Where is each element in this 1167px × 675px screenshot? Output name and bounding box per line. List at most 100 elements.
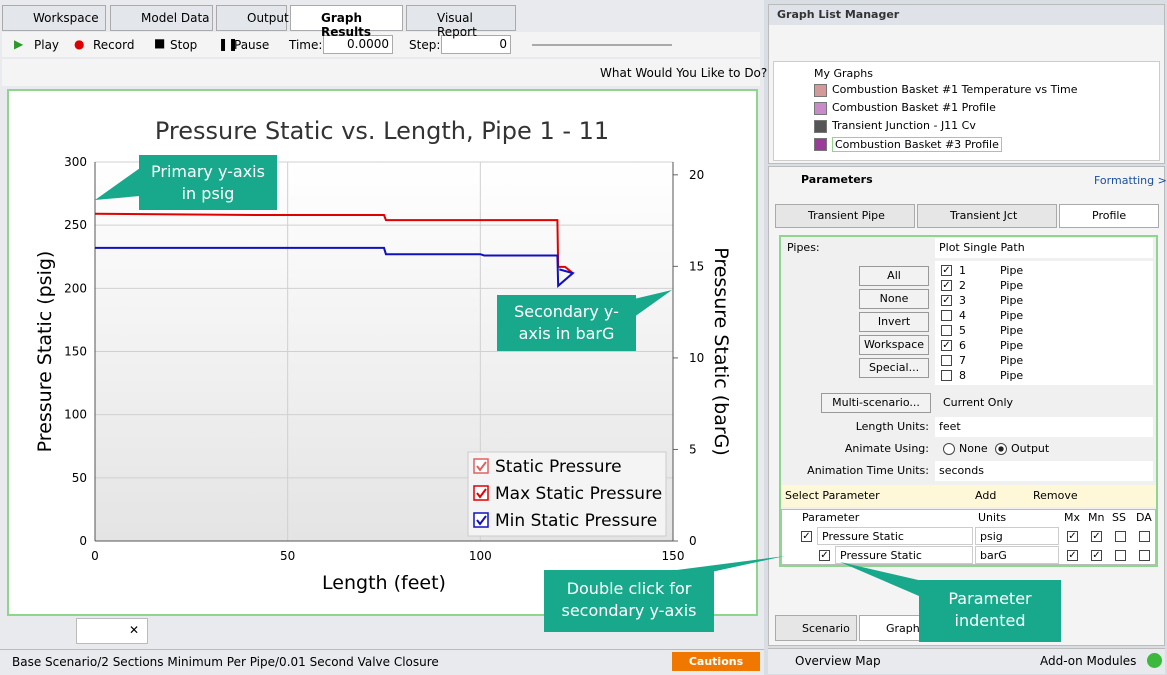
tab[interactable]: Workspace (2, 5, 106, 31)
bottom-tab[interactable]: Scenario (775, 615, 857, 641)
legend-check (476, 461, 487, 472)
pipe-button[interactable]: Invert (859, 312, 929, 332)
panel-title: Parameters (801, 173, 873, 186)
legend-check (476, 488, 487, 499)
play-button[interactable]: Play (34, 38, 60, 52)
step-input[interactable]: 0 (441, 35, 511, 54)
time-units[interactable]: seconds (935, 461, 1153, 481)
tree-root[interactable]: My Graphs (814, 67, 873, 80)
column-header: Mx (1064, 511, 1081, 524)
tab[interactable]: Graph Results (290, 5, 403, 39)
record-button[interactable]: Record (93, 38, 135, 52)
param-tab[interactable]: Profile (1059, 204, 1159, 228)
pipe-checkbox[interactable] (941, 310, 952, 321)
flag-checkbox[interactable] (1139, 550, 1150, 561)
pipe-id: 6 (959, 339, 966, 352)
pipe-type: Pipe (1000, 324, 1024, 337)
tab-label: Graph Results (321, 11, 372, 39)
data-line (95, 246, 575, 288)
pipes-list (935, 261, 1153, 385)
pipe-id: 2 (959, 279, 966, 292)
formatting-link[interactable]: Formatting > (1094, 174, 1167, 187)
tab[interactable]: Output (216, 5, 289, 31)
tree-item[interactable]: Combustion Basket #1 Temperature vs Time (832, 83, 1078, 96)
pipe-button[interactable]: Workspace (859, 335, 929, 355)
param-units[interactable]: psig (975, 527, 1059, 545)
pause-button[interactable]: Pause (234, 38, 270, 52)
pipe-checkbox[interactable]: ✓ (941, 265, 952, 276)
close-icon[interactable]: ✕ (129, 623, 140, 637)
legend-swatch (473, 458, 489, 474)
legend-swatch (473, 485, 489, 501)
tree-item[interactable]: Combustion Basket #3 Profile (832, 137, 1002, 152)
panel-header: Graph List Manager (769, 5, 1164, 25)
overview-map[interactable]: Overview Map (795, 654, 881, 668)
graph-tab[interactable] (76, 618, 148, 644)
flag-checkbox[interactable]: ✓ (1067, 550, 1078, 561)
pipe-checkbox[interactable] (941, 355, 952, 366)
y2-tick-label: 0 (689, 534, 697, 548)
pipe-checkbox[interactable] (941, 325, 952, 336)
tab-label: Visual Report (437, 11, 477, 39)
y2-tick-label: 15 (689, 259, 704, 273)
time-input[interactable]: 0.0000 (323, 35, 393, 54)
time-label: Time: (289, 38, 323, 52)
cautions-badge[interactable]: Cautions Exist (672, 652, 760, 675)
legend: Static Pressure Max Static Pressure Min St… (467, 451, 667, 537)
stop-button[interactable]: Stop (170, 38, 198, 52)
addon-modules[interactable]: Add-on Modules (1040, 654, 1137, 668)
pipe-type: Pipe (1000, 309, 1024, 322)
play-icon: ▶ (14, 37, 24, 51)
tab[interactable]: Model Data (110, 5, 213, 31)
row-checkbox[interactable]: ✓ (819, 550, 830, 561)
tree-item[interactable]: Transient Junction - J11 Cv (832, 119, 976, 132)
tab-label: Output (247, 11, 289, 25)
pipe-checkbox[interactable]: ✓ (941, 340, 952, 351)
column-header: Mn (1088, 511, 1105, 524)
flag-checkbox[interactable]: ✓ (1067, 531, 1078, 542)
tree-item[interactable]: Combustion Basket #1 Profile (832, 101, 996, 114)
legend-label: Static Pressure (495, 457, 622, 477)
tab[interactable]: Visual Report (406, 5, 516, 39)
pipe-checkbox[interactable]: ✓ (941, 280, 952, 291)
pipe-checkbox[interactable]: ✓ (941, 295, 952, 306)
length-units[interactable]: feet (935, 417, 1153, 437)
legend-box (467, 451, 667, 537)
flag-checkbox[interactable]: ✓ (1091, 550, 1102, 561)
flag-checkbox[interactable] (1115, 550, 1126, 561)
pipes-label: Pipes: (787, 241, 820, 254)
row-checkbox[interactable]: ✓ (801, 531, 812, 542)
param-tab[interactable]: Transient Pipe (775, 204, 915, 228)
param-units[interactable]: barG (975, 546, 1059, 564)
pipe-id: 1 (959, 264, 966, 277)
legend-swatch (473, 512, 489, 528)
y-tick-label: 50 (72, 471, 87, 485)
pipe-button[interactable]: Special... (859, 358, 929, 378)
help-search[interactable]: What Would You Like to Do? (600, 66, 768, 80)
time-units-label: Animation Time Units: (807, 464, 929, 477)
tab-label: Workspace (33, 11, 99, 25)
radio[interactable] (943, 443, 955, 455)
remove-button[interactable]: Remove (1033, 489, 1078, 502)
add-button[interactable]: Add (975, 489, 997, 502)
param-tab[interactable]: Transient Jct (917, 204, 1057, 228)
pipes-mode[interactable]: Plot Single Path (935, 238, 1153, 258)
flag-checkbox[interactable]: ✓ (1091, 531, 1102, 542)
param-name[interactable]: Pressure Static (835, 546, 973, 564)
pipe-checkbox[interactable] (941, 370, 952, 381)
slider[interactable] (532, 44, 672, 46)
flag-checkbox[interactable] (1139, 531, 1150, 542)
stop-icon: ■ (154, 36, 166, 50)
radio[interactable] (995, 443, 1007, 455)
multi-scenario[interactable]: Multi-scenario... (821, 393, 931, 413)
flag-checkbox[interactable] (1115, 531, 1126, 542)
pipe-type: Pipe (1000, 354, 1024, 367)
pipe-button[interactable]: All (859, 266, 929, 286)
callout: Primary y-axis in psig (139, 155, 277, 210)
param-name[interactable]: Pressure Static (817, 527, 973, 545)
x-tick-label: 0 (91, 549, 99, 563)
length-units-label: Length Units: (855, 420, 929, 433)
pipe-type: Pipe (1000, 294, 1024, 307)
pipe-button[interactable]: None (859, 289, 929, 309)
pause-icon: ❚❚ (218, 37, 239, 51)
